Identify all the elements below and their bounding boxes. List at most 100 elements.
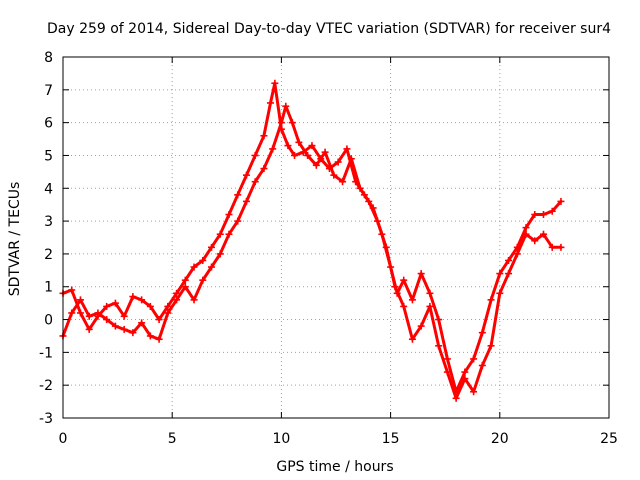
series-line bbox=[61, 104, 563, 400]
data-point bbox=[330, 171, 338, 179]
data-point bbox=[234, 191, 242, 199]
data-point bbox=[487, 342, 495, 350]
data-point bbox=[103, 316, 111, 324]
data-point bbox=[531, 237, 539, 245]
data-point bbox=[216, 230, 224, 238]
data-point bbox=[557, 243, 565, 251]
grid bbox=[63, 57, 609, 418]
axis-ticks bbox=[62, 56, 610, 419]
y-tick-label: 2 bbox=[44, 247, 53, 263]
x-tick-label: 5 bbox=[168, 431, 177, 447]
data-point bbox=[260, 165, 268, 173]
data-point bbox=[334, 158, 342, 166]
data-point bbox=[146, 332, 154, 340]
data-point bbox=[68, 309, 76, 317]
y-axis-label: SDTVAR / TECUs bbox=[7, 182, 23, 297]
data-point bbox=[487, 296, 495, 304]
data-point bbox=[291, 151, 299, 159]
data-point bbox=[496, 270, 504, 278]
data-point bbox=[284, 142, 292, 150]
y-tick-label: 6 bbox=[44, 116, 53, 132]
data-point bbox=[269, 145, 277, 153]
data-point bbox=[271, 79, 279, 87]
data-point bbox=[321, 148, 329, 156]
data-point bbox=[461, 375, 469, 383]
data-point bbox=[304, 151, 312, 159]
data-point bbox=[470, 355, 478, 363]
data-point bbox=[260, 132, 268, 140]
data-point bbox=[522, 224, 530, 232]
data-point bbox=[295, 138, 303, 146]
y-tick-label: -3 bbox=[39, 411, 53, 427]
data-point bbox=[164, 302, 172, 310]
data-point bbox=[461, 368, 469, 376]
y-tick-label: 7 bbox=[44, 83, 53, 99]
data-point bbox=[199, 256, 207, 264]
x-tick-label: 10 bbox=[272, 431, 290, 447]
data-point bbox=[356, 184, 364, 192]
data-point bbox=[505, 270, 513, 278]
data-point bbox=[120, 312, 128, 320]
data-point bbox=[242, 197, 250, 205]
y-tick-label: 4 bbox=[44, 181, 53, 197]
data-point bbox=[208, 263, 216, 271]
data-point bbox=[164, 309, 172, 317]
data-point bbox=[513, 250, 521, 258]
data-point bbox=[242, 171, 250, 179]
data-point bbox=[111, 322, 119, 330]
y-tick-label: -1 bbox=[39, 345, 53, 361]
data-point bbox=[68, 286, 76, 294]
data-point bbox=[417, 270, 425, 278]
data-point bbox=[251, 178, 259, 186]
data-point bbox=[85, 312, 93, 320]
data-point bbox=[435, 316, 443, 324]
data-point bbox=[548, 243, 556, 251]
data-point bbox=[111, 299, 119, 307]
data-point bbox=[146, 302, 154, 310]
data-point bbox=[173, 289, 181, 297]
plot-frame bbox=[62, 56, 610, 419]
y-tick-label: 0 bbox=[44, 313, 53, 329]
data-point bbox=[120, 325, 128, 333]
data-point bbox=[173, 296, 181, 304]
data-point bbox=[505, 256, 513, 264]
data-point bbox=[548, 207, 556, 215]
data-point bbox=[522, 230, 530, 238]
data-point bbox=[76, 296, 84, 304]
data-point bbox=[531, 211, 539, 219]
data-point bbox=[400, 276, 408, 284]
data-point bbox=[478, 329, 486, 337]
x-tick-label: 15 bbox=[382, 431, 400, 447]
y-tick-label: 5 bbox=[44, 148, 53, 164]
data-point bbox=[312, 161, 320, 169]
x-tick-label: 25 bbox=[600, 431, 618, 447]
data-point bbox=[539, 230, 547, 238]
data-point bbox=[208, 243, 216, 251]
data-point bbox=[103, 302, 111, 310]
data-point bbox=[426, 289, 434, 297]
y-tick-label: 3 bbox=[44, 214, 53, 230]
data-point bbox=[129, 293, 137, 301]
data-point bbox=[443, 355, 451, 363]
data-point bbox=[435, 342, 443, 350]
data-point bbox=[288, 119, 296, 127]
data-point bbox=[365, 197, 373, 205]
data-point bbox=[76, 309, 84, 317]
data-point bbox=[234, 217, 242, 225]
data-point bbox=[277, 119, 285, 127]
data-point bbox=[426, 302, 434, 310]
data-point bbox=[216, 250, 224, 258]
data-point bbox=[199, 276, 207, 284]
data-point bbox=[181, 283, 189, 291]
data-point bbox=[417, 322, 425, 330]
y-tick-label: 8 bbox=[44, 50, 53, 66]
data-point bbox=[539, 211, 547, 219]
data-point bbox=[155, 335, 163, 343]
series-trace-a bbox=[59, 79, 565, 396]
data-point bbox=[443, 368, 451, 376]
data-point bbox=[382, 243, 390, 251]
data-point bbox=[470, 388, 478, 396]
x-axis-label: GPS time / hours bbox=[276, 459, 393, 475]
data-point bbox=[478, 361, 486, 369]
